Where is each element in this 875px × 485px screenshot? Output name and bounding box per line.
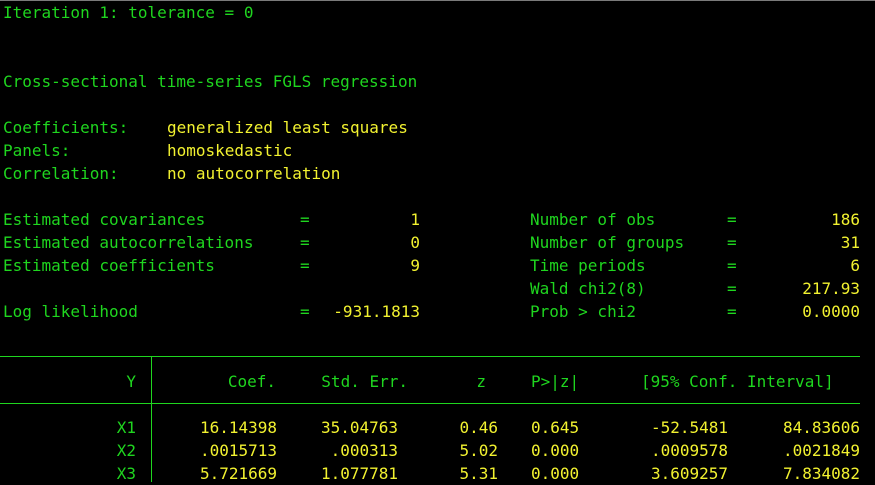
equals-sign: =: [727, 279, 737, 298]
row-ci-lower: 3.609257: [650, 464, 728, 483]
equals-sign: =: [727, 302, 737, 321]
row-std-err: 35.04763: [320, 418, 398, 437]
prob-chi2-value: 0.0000: [802, 302, 860, 321]
wald-chi2-value: 217.93: [802, 279, 860, 298]
row-ci-upper: .0021849: [782, 441, 860, 460]
equals-sign: =: [727, 210, 737, 229]
row-coef: .0015713: [199, 441, 277, 460]
est-covariances-value: 1: [410, 210, 420, 229]
est-coefficients-label: Estimated coefficients: [3, 256, 215, 275]
number-of-groups-value: 31: [840, 233, 860, 252]
panels-label: Panels:: [3, 141, 71, 160]
coefficients-value: generalized least squares: [167, 118, 408, 137]
log-likelihood-label: Log likelihood: [3, 302, 138, 321]
header-ci: [95% Conf. Interval]: [641, 372, 834, 391]
correlation-label: Correlation:: [3, 164, 119, 183]
equals-sign: =: [300, 210, 310, 229]
row-ci-upper: 7.834082: [782, 464, 860, 483]
row-coef: 16.14398: [199, 418, 277, 437]
equals-sign: =: [300, 233, 310, 252]
row-z: 5.02: [459, 441, 498, 460]
equals-sign: =: [727, 233, 737, 252]
time-periods-label: Time periods: [530, 256, 646, 275]
prob-chi2-label: Prob > chi2: [530, 302, 636, 321]
time-periods-value: 6: [850, 256, 860, 275]
panels-value: homoskedastic: [167, 141, 293, 160]
row-p: 0.645: [531, 418, 580, 437]
row-ci-lower: .0009578: [650, 441, 728, 460]
header-var: Y: [126, 372, 136, 391]
row-var: X1: [116, 418, 136, 437]
table-column-divider: [151, 356, 152, 482]
number-of-groups-label: Number of groups: [530, 233, 685, 252]
est-covariances-label: Estimated covariances: [3, 210, 206, 229]
equals-sign: =: [727, 256, 737, 275]
number-of-obs-value: 186: [831, 210, 860, 229]
row-std-err: 1.077781: [320, 464, 398, 483]
row-coef: 5.721669: [199, 464, 277, 483]
table-top-rule: [0, 356, 860, 357]
number-of-obs-label: Number of obs: [530, 210, 656, 229]
header-coef: Coef.: [227, 372, 276, 391]
row-ci-upper: 84.83606: [782, 418, 860, 437]
coefficients-label: Coefficients:: [3, 118, 129, 137]
iteration-line: Iteration 1: tolerance = 0: [3, 3, 254, 22]
header-z: z: [476, 372, 486, 391]
table-header-rule: [0, 403, 860, 404]
row-z: 5.31: [459, 464, 498, 483]
est-coefficients-value: 9: [410, 256, 420, 275]
equals-sign: =: [300, 302, 310, 321]
row-ci-lower: -52.5481: [650, 418, 728, 437]
est-autocorrelations-value: 0: [410, 233, 420, 252]
row-std-err: .000313: [330, 441, 398, 460]
header-std-err: Std. Err.: [321, 372, 408, 391]
row-p: 0.000: [531, 464, 580, 483]
header-p: P>|z|: [531, 372, 580, 391]
window-top-border: [0, 0, 875, 1]
row-z: 0.46: [459, 418, 498, 437]
equals-sign: =: [300, 256, 310, 275]
log-likelihood-value: -931.1813: [333, 302, 420, 321]
regression-title: Cross-sectional time-series FGLS regress…: [3, 72, 418, 91]
est-autocorrelations-label: Estimated autocorrelations: [3, 233, 254, 252]
wald-chi2-label: Wald chi2(8): [530, 279, 646, 298]
row-var: X2: [116, 441, 136, 460]
row-p: 0.000: [531, 441, 580, 460]
correlation-value: no autocorrelation: [167, 164, 341, 183]
row-var: X3: [116, 464, 136, 483]
